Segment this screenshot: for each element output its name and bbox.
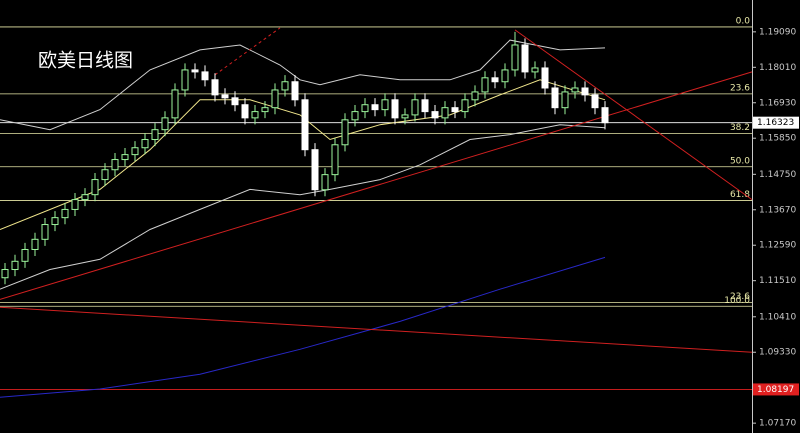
candle-body [101,169,109,181]
y-tick-label: 1.15850 [759,134,796,144]
candle-body [21,248,29,262]
y-tick-label: 1.16930 [759,98,796,108]
candle-body [271,89,279,109]
candle-body [231,97,239,106]
candle-body [161,117,169,131]
line-series [214,27,281,76]
candle-body [1,269,9,279]
price-box [753,383,799,396]
candle-body [111,159,119,171]
y-tick-label: 1.18010 [759,63,796,73]
candle-body [151,129,159,141]
line-series [514,29,753,201]
candle-body [481,77,489,93]
candle-body [51,217,59,226]
fib-label: 23.6 [730,83,750,93]
candle-body [211,79,219,96]
fib-label: 23.6 [730,292,750,302]
candle-body [551,87,559,109]
price-label: 1.16323 [757,118,794,128]
candle-body [11,260,19,271]
candle-body [241,104,249,119]
candle-body [201,71,209,81]
y-tick-label: 1.13670 [759,205,796,215]
y-tick-label: 1.07170 [759,419,796,429]
candle-body [391,99,399,119]
candle-body [251,111,259,119]
candle-body [91,179,99,196]
candle-body [511,44,519,71]
y-tick-label: 1.12590 [759,241,796,251]
candle-body [411,99,419,116]
candle-body [431,111,439,119]
fib-label: 61.8 [730,190,750,200]
candle-body [601,107,609,124]
candle-body [491,77,499,83]
candle-body [401,114,409,119]
candle-body [571,87,579,93]
candle-body [61,208,69,219]
candle-body [121,154,129,161]
candle-body [31,238,39,250]
candle-body [261,107,269,113]
line-series [0,79,606,230]
y-tick-label: 1.14750 [759,170,796,180]
candle-body [441,107,449,119]
candle-body [501,69,509,83]
candle-body [131,147,139,156]
candle-body [71,199,79,210]
candle-body [321,174,329,191]
candle-body [581,87,589,96]
candle-body [531,67,539,73]
fib-label: 100.0 [724,296,750,306]
fib-label: 50.0 [730,156,750,166]
candle-body [171,89,179,119]
candle-body [81,194,89,201]
fib-label: 38.2 [730,123,750,133]
candle-body [371,104,379,111]
candle-body [471,91,479,101]
candle-body [591,94,599,109]
candle-body [461,99,469,113]
candle-body [561,91,569,109]
candle-body [451,107,459,113]
candle-body [191,69,199,73]
price-box [753,116,799,129]
candle-body [221,94,229,99]
candle-body [421,99,429,113]
candle-body [341,119,349,146]
candle-body [311,149,319,191]
candle-body [541,67,549,89]
y-tick-label: 1.19090 [759,27,796,37]
line-series [0,39,606,131]
candle-body [291,81,299,101]
candle-body [41,224,49,240]
line-series [0,306,753,353]
candle-body [281,81,289,91]
candle-body [181,69,189,91]
y-tick-label: 1.10410 [759,312,796,322]
candle-body [361,104,369,113]
candle-body [381,99,389,111]
fib-label: 0.0 [736,16,751,26]
y-tick-label: 1.11510 [759,276,796,286]
line-series [0,256,606,398]
candle-body [351,111,359,121]
candle-body [301,99,309,151]
chart-title: 欧美日线图 [38,50,133,72]
y-tick-label: 1.09330 [759,348,796,358]
price-label: 1.08197 [757,385,794,395]
candle-body [141,139,149,149]
candle-body [521,44,529,73]
candle-body [331,144,339,176]
